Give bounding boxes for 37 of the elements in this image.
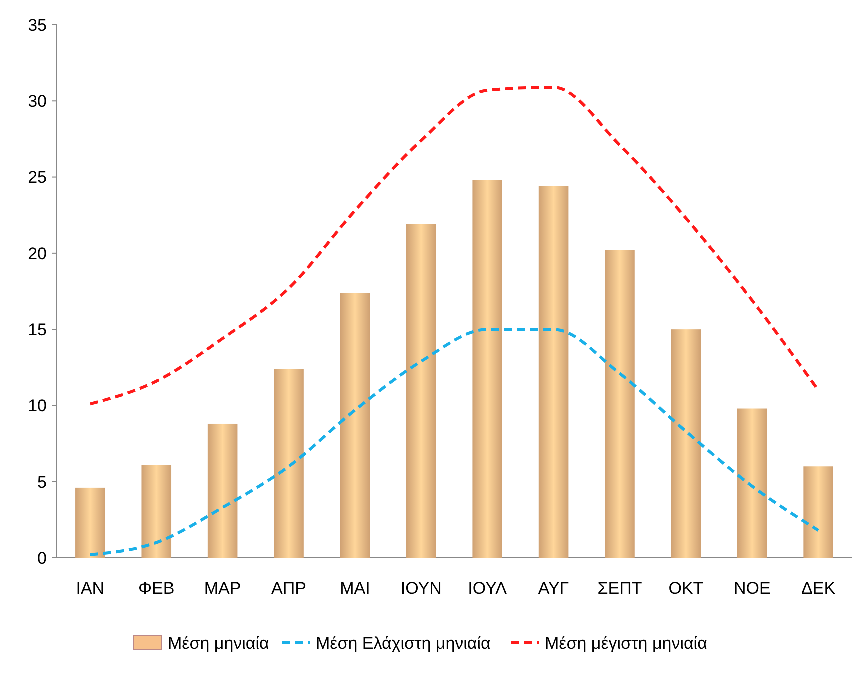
x-tick-label: ΑΠΡ [272,579,306,598]
legend-label: Μέση μέγιστη μηνιαία [545,634,708,653]
x-tick-label: ΙΟΥΝ [400,579,442,598]
x-tick-label: ΑΥΓ [538,579,570,598]
x-tick-label: ΙΟΥΛ [468,579,508,598]
line-series [88,328,820,556]
bar [605,250,635,558]
x-tick-label: ΜΑΙ [340,579,370,598]
bar [142,465,172,558]
legend-label: Μέση Ελάχιστη μηνιαία [316,634,492,653]
bar [472,180,502,558]
y-tick-label: 35 [28,16,47,35]
y-tick-label: 25 [28,168,47,188]
bar [671,330,702,558]
x-tick-label: ΔΕΚ [802,579,836,598]
bar [406,224,436,558]
y-tick-label: 20 [28,244,47,264]
y-tick-label: 10 [28,396,47,416]
y-tick-label: 15 [28,320,47,340]
bar [76,488,106,558]
legend-label: Μέση μηνιαία [168,634,270,653]
x-tick-label: ΝΟΕ [734,579,771,598]
bar [274,369,304,558]
x-tick-label: ΜΑΡ [204,579,242,598]
y-tick-label: 5 [38,472,47,492]
y-tick-label: 0 [38,548,47,568]
bar [208,424,238,558]
x-tick-label: ΙΑΝ [76,579,105,598]
bar [804,466,834,558]
x-tick-label: ΟΚΤ [668,579,704,598]
x-tick-label: ΦΕΒ [138,579,175,598]
line-series [88,86,820,406]
bar [538,186,569,558]
y-tick-label: 30 [28,92,47,112]
bar [737,408,768,558]
x-tick-label: ΣΕΠΤ [598,579,642,598]
bar [340,293,370,558]
